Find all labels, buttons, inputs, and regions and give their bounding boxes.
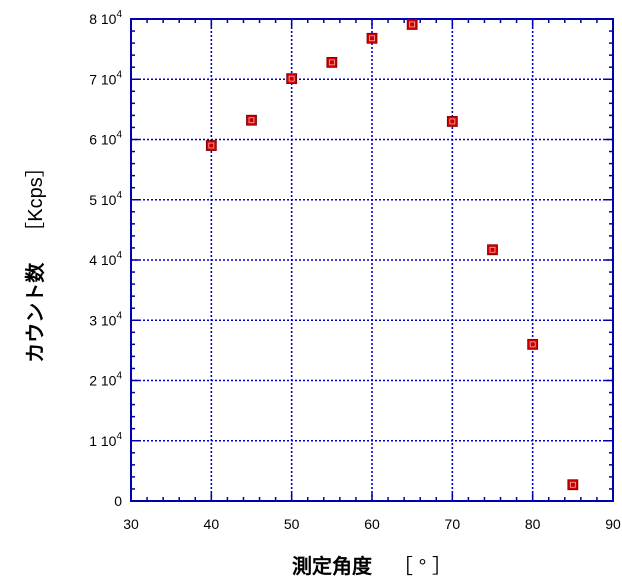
x-tick-label: 80 (525, 516, 541, 532)
data-point (487, 244, 498, 256)
y-tick-label: 5 104 (89, 190, 122, 208)
x-tick-label: 30 (123, 516, 139, 532)
x-tick-label: 70 (445, 516, 461, 532)
y-tick-label: 7 104 (89, 69, 122, 87)
y-tick-label: 4 104 (89, 250, 122, 268)
data-point (567, 479, 579, 491)
data-point (406, 19, 418, 30)
tick-layer (130, 18, 614, 502)
x-tick-label: 50 (284, 516, 300, 532)
data-point (366, 32, 378, 44)
data-point (286, 73, 298, 85)
x-tick-label: 90 (605, 516, 621, 532)
y-tick-label: 8 104 (89, 9, 122, 27)
data-point (446, 116, 458, 127)
x-tick-labels: 30 40 50 60 70 80 90 (123, 516, 621, 532)
data-point (326, 56, 338, 68)
data-point (205, 140, 217, 151)
y-tick-label: 2 104 (89, 371, 122, 389)
y-tick-label: 6 104 (89, 130, 122, 148)
y-axis-label: カウント数 (23, 262, 47, 363)
data-point (527, 338, 539, 350)
y-tick-label: 1 104 (89, 431, 122, 449)
grid-layer (131, 19, 613, 501)
data-points (205, 19, 579, 491)
x-axis-label: 測定角度 (292, 554, 373, 578)
y-axis-unit: ［Kcps］ (24, 157, 47, 241)
x-tick-label: 60 (364, 516, 380, 532)
y-axis-title: カウント数 ［Kcps］ (23, 157, 47, 362)
y-tick-label: 0 (114, 493, 122, 509)
x-axis-title: 測定角度 ［ ° ］ (292, 554, 452, 578)
y-tick-labels: 0 1 104 2 104 3 104 4 104 5 104 6 104 7 104 8 10… (89, 9, 122, 509)
x-axis-unit: ［ ° ］ (393, 555, 452, 578)
y-tick-label: 3 104 (89, 310, 122, 328)
x-tick-label: 40 (204, 516, 220, 532)
data-point (246, 114, 257, 126)
